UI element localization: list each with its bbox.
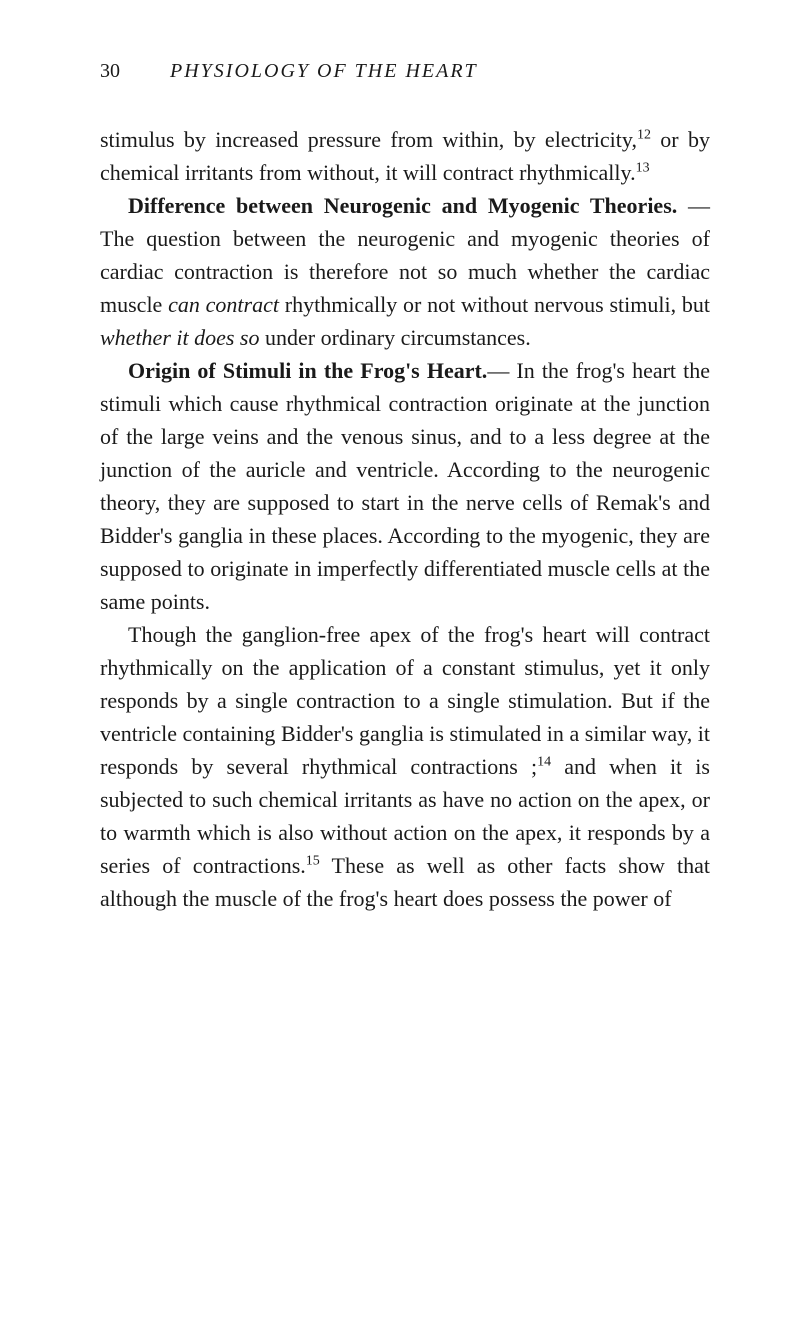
text-segment: — In the frog's heart the stimuli which … xyxy=(100,358,710,614)
paragraph-2: Difference between Neurogenic and Myo­ge… xyxy=(100,189,710,354)
italic-text: whether it does so xyxy=(100,325,260,350)
paragraph-1: stimulus by increased pressure from with… xyxy=(100,123,710,189)
footnote-ref: 13 xyxy=(636,161,650,176)
text-segment: rhythmically or not without nervous stim… xyxy=(279,292,710,317)
footnote-ref: 14 xyxy=(537,755,551,770)
footnote-ref: 12 xyxy=(637,128,651,143)
paragraph-3: Origin of Stimuli in the Frog's Heart.— … xyxy=(100,354,710,618)
body-text: stimulus by increased pressure from with… xyxy=(100,123,710,915)
page-header: 30 PHYSIOLOGY OF THE HEART xyxy=(100,60,710,83)
text-segment: stimulus by increased pressure from with… xyxy=(100,127,637,152)
text-segment: under ordinary circumstances. xyxy=(260,325,531,350)
paragraph-4: Though the ganglion-free apex of the fro… xyxy=(100,618,710,915)
running-title: PHYSIOLOGY OF THE HEART xyxy=(170,60,478,83)
section-heading: Origin of Stimuli in the Frog's Heart. xyxy=(128,358,487,383)
page-number: 30 xyxy=(100,60,120,83)
footnote-ref: 15 xyxy=(306,854,320,869)
section-heading: Difference between Neurogenic and Myo­ge… xyxy=(128,193,677,218)
italic-text: can contract xyxy=(168,292,279,317)
